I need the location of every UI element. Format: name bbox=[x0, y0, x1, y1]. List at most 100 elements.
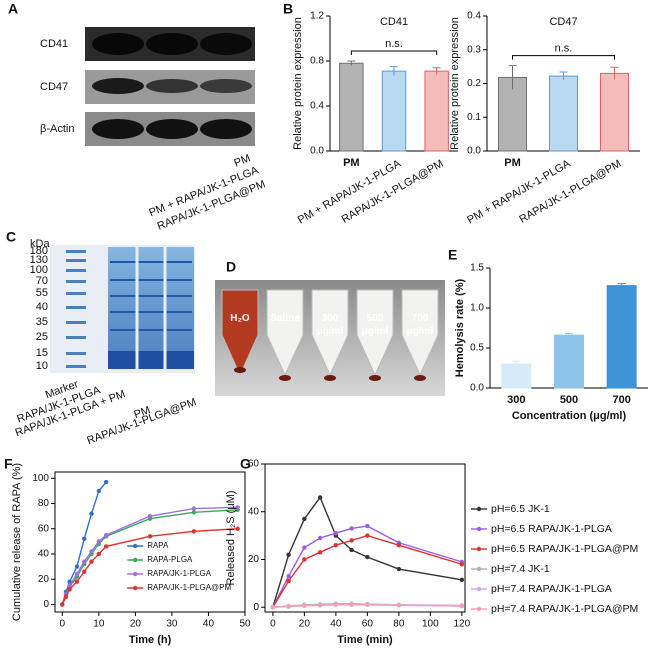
tube-label: 300 μg/ml bbox=[317, 313, 344, 337]
y-axis-label: Relative protein expression bbox=[292, 17, 304, 150]
y-tick-label: 0.8 bbox=[310, 56, 324, 67]
x-tick-label: 300 bbox=[507, 394, 525, 406]
y-tick-label: 40 bbox=[38, 549, 50, 560]
series-marker bbox=[365, 533, 370, 538]
lane-label: PM bbox=[132, 404, 152, 421]
series-marker bbox=[396, 542, 402, 548]
x-tick-label: 500 bbox=[560, 394, 578, 406]
series-marker bbox=[317, 495, 323, 500]
tube-label-line: Saline bbox=[270, 313, 300, 324]
series-marker bbox=[74, 571, 80, 577]
y-tick-label: 0.5 bbox=[470, 343, 484, 354]
series-marker bbox=[67, 583, 72, 588]
series-line bbox=[272, 534, 463, 608]
legend-marker bbox=[476, 566, 482, 572]
series-marker bbox=[103, 544, 109, 549]
legend-label: pH=6.5 RAPA/JK-1-PLGA bbox=[491, 523, 612, 535]
ladder-label: 10 bbox=[36, 360, 48, 372]
ladder-label: 35 bbox=[36, 316, 48, 328]
y-tick-label: 60 bbox=[38, 523, 50, 534]
ladder-label: 25 bbox=[36, 331, 48, 343]
sds-page-gel bbox=[50, 245, 195, 373]
y-tick-label: 0 bbox=[43, 599, 49, 610]
series-marker bbox=[286, 578, 291, 584]
bar bbox=[381, 70, 407, 152]
ladder-label: 100 bbox=[30, 264, 48, 276]
unit-label: kDa bbox=[30, 238, 50, 250]
ladder-label: 130 bbox=[30, 254, 48, 266]
bar bbox=[548, 75, 579, 152]
y-axis-label: Relative protein expression bbox=[449, 17, 461, 150]
significance-bracket bbox=[512, 55, 615, 60]
series-marker bbox=[333, 542, 339, 548]
legend-label: pH=6.5 RAPA/JK-1-PLGA@PM bbox=[491, 543, 638, 555]
series-marker bbox=[82, 569, 87, 574]
series-marker bbox=[317, 550, 323, 555]
legend-marker bbox=[476, 586, 482, 592]
series-marker bbox=[82, 536, 87, 542]
legend-marker bbox=[133, 585, 138, 591]
hemolysis-photo bbox=[215, 280, 445, 396]
significance-bracket bbox=[350, 50, 438, 55]
legend-label: pH=6.5 JK-1 bbox=[491, 503, 550, 515]
y-tick-label: 20 bbox=[38, 574, 50, 585]
tube-label: Saline bbox=[270, 313, 300, 324]
legend-label: pH=7.4 JK-1 bbox=[491, 563, 550, 575]
tube-label-line: μg/ml bbox=[362, 326, 389, 337]
series-marker bbox=[60, 602, 65, 607]
x-tick-label: 0 bbox=[270, 619, 276, 630]
error-bar bbox=[508, 65, 517, 90]
x-tick-label: 40 bbox=[203, 619, 215, 630]
series-marker bbox=[147, 534, 153, 539]
western-blot bbox=[85, 27, 255, 146]
series-marker bbox=[89, 559, 94, 564]
series-marker bbox=[270, 605, 276, 610]
y-tick-label: 0.2 bbox=[467, 78, 481, 89]
plot-frame bbox=[264, 463, 466, 613]
row-label: CD47 bbox=[40, 81, 68, 93]
x-axis-label: Concentration (μg/ml) bbox=[512, 410, 627, 422]
ladder-label: 15 bbox=[36, 347, 48, 359]
tube-label: H₂O bbox=[230, 313, 250, 324]
error-bar bbox=[559, 71, 568, 81]
series-marker bbox=[349, 602, 354, 608]
legend-label: RAPA/JK-1-PLGA@PM bbox=[147, 583, 231, 592]
tube-label-line: μg/ml bbox=[407, 326, 434, 337]
ladder-label: 180 bbox=[30, 245, 48, 257]
tube-label: 700 μg/ml bbox=[407, 313, 434, 337]
series-marker bbox=[317, 603, 323, 608]
tube-label-line: 300 bbox=[322, 313, 339, 324]
series-marker bbox=[302, 545, 307, 550]
y-tick-label: 0.0 bbox=[467, 146, 481, 157]
legend-marker bbox=[476, 546, 482, 552]
bar bbox=[554, 334, 584, 389]
series-marker bbox=[317, 535, 323, 541]
series-marker bbox=[67, 587, 72, 592]
x-axis-label: Time (h) bbox=[129, 634, 172, 646]
bar bbox=[424, 70, 449, 152]
series-marker bbox=[286, 604, 291, 609]
row-label: β-Actin bbox=[40, 123, 74, 135]
bar bbox=[599, 72, 630, 152]
series-marker bbox=[459, 562, 465, 567]
panel-letter: G bbox=[240, 456, 251, 472]
plot-frame bbox=[54, 471, 246, 613]
y-tick-label: 1.2 bbox=[310, 11, 324, 22]
x-tick-label: PM bbox=[343, 157, 360, 169]
error-bar bbox=[617, 283, 626, 288]
series-marker bbox=[302, 603, 307, 608]
bar bbox=[497, 76, 528, 152]
bar bbox=[606, 285, 637, 389]
error-bar bbox=[347, 60, 356, 66]
x-axis-label: Time (min) bbox=[337, 634, 393, 646]
chart-title: CD41 bbox=[380, 16, 408, 28]
row-label: CD41 bbox=[40, 38, 68, 50]
lane-label: PM bbox=[232, 152, 252, 169]
y-tick-label: 0.1 bbox=[467, 112, 481, 123]
series-marker bbox=[349, 538, 354, 543]
bar bbox=[501, 363, 532, 389]
series-marker bbox=[396, 566, 402, 572]
panel-letter: C bbox=[6, 229, 16, 245]
series-marker bbox=[459, 577, 465, 582]
